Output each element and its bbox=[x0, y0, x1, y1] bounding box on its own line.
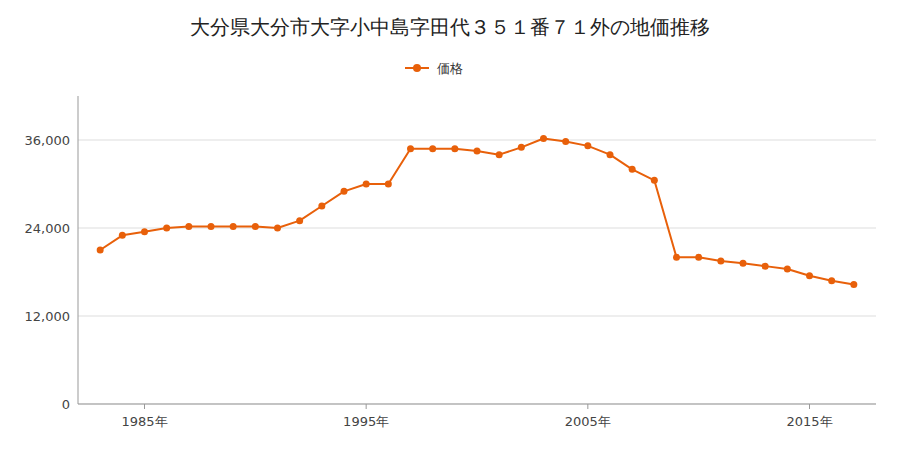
grid-line bbox=[78, 228, 876, 229]
line bbox=[100, 139, 854, 285]
point bbox=[762, 263, 769, 270]
legend: 価格 bbox=[405, 61, 463, 76]
point bbox=[141, 228, 148, 235]
x-tick bbox=[144, 404, 145, 409]
chart-svg: 大分県大分市大字小中島字田代３５１番７１外の地価推移 0 12,000 24,000 3… bbox=[0, 0, 900, 450]
x-tick bbox=[809, 404, 810, 409]
point bbox=[518, 144, 525, 151]
point bbox=[407, 145, 414, 152]
point bbox=[784, 266, 791, 273]
point bbox=[740, 260, 747, 267]
grid-line bbox=[78, 316, 876, 317]
grid bbox=[78, 140, 876, 404]
y-tick-label: 12,000 bbox=[25, 309, 71, 324]
chart-container: 大分県大分市大字小中島字田代３５１番７１外の地価推移 0 12,000 24,000 3… bbox=[0, 0, 900, 450]
y-tick-label: 24,000 bbox=[25, 221, 71, 236]
x-tick-label: 2005年 bbox=[565, 414, 611, 429]
grid-line bbox=[78, 404, 876, 405]
point bbox=[474, 148, 481, 155]
title: 大分県大分市大字小中島字田代３５１番７１外の地価推移 bbox=[190, 15, 710, 39]
point bbox=[163, 225, 170, 232]
point bbox=[274, 225, 281, 232]
point bbox=[695, 254, 702, 261]
point bbox=[385, 181, 392, 188]
x-axis-line bbox=[78, 404, 876, 405]
point bbox=[806, 272, 813, 279]
x-tick-label: 2015年 bbox=[786, 414, 832, 429]
y-tick-label: 36,000 bbox=[25, 133, 71, 148]
grid-line bbox=[78, 140, 876, 141]
x-tick bbox=[366, 404, 367, 409]
point bbox=[185, 223, 192, 230]
point bbox=[562, 138, 569, 145]
point bbox=[119, 232, 126, 239]
point bbox=[717, 258, 724, 265]
point bbox=[451, 145, 458, 152]
point bbox=[208, 223, 215, 230]
point bbox=[252, 223, 259, 230]
point bbox=[230, 223, 237, 230]
x-tick bbox=[587, 404, 588, 409]
y-tick-label: 0 bbox=[62, 397, 70, 412]
point bbox=[629, 166, 636, 173]
point bbox=[651, 177, 658, 184]
point bbox=[540, 135, 547, 142]
legend-marker bbox=[413, 64, 421, 72]
x-tick-label: 1995年 bbox=[343, 414, 389, 429]
point bbox=[429, 145, 436, 152]
point bbox=[850, 281, 857, 288]
plot-area bbox=[97, 135, 858, 288]
x-tick-label: 1985年 bbox=[121, 414, 167, 429]
point bbox=[673, 254, 680, 261]
point bbox=[584, 142, 591, 149]
point bbox=[341, 188, 348, 195]
point bbox=[828, 277, 835, 284]
y-axis-line bbox=[78, 96, 79, 404]
point bbox=[296, 217, 303, 224]
legend-label: 価格 bbox=[437, 61, 463, 76]
point bbox=[97, 247, 104, 254]
point bbox=[607, 151, 614, 158]
point bbox=[496, 151, 503, 158]
point bbox=[318, 203, 325, 210]
point bbox=[363, 181, 370, 188]
